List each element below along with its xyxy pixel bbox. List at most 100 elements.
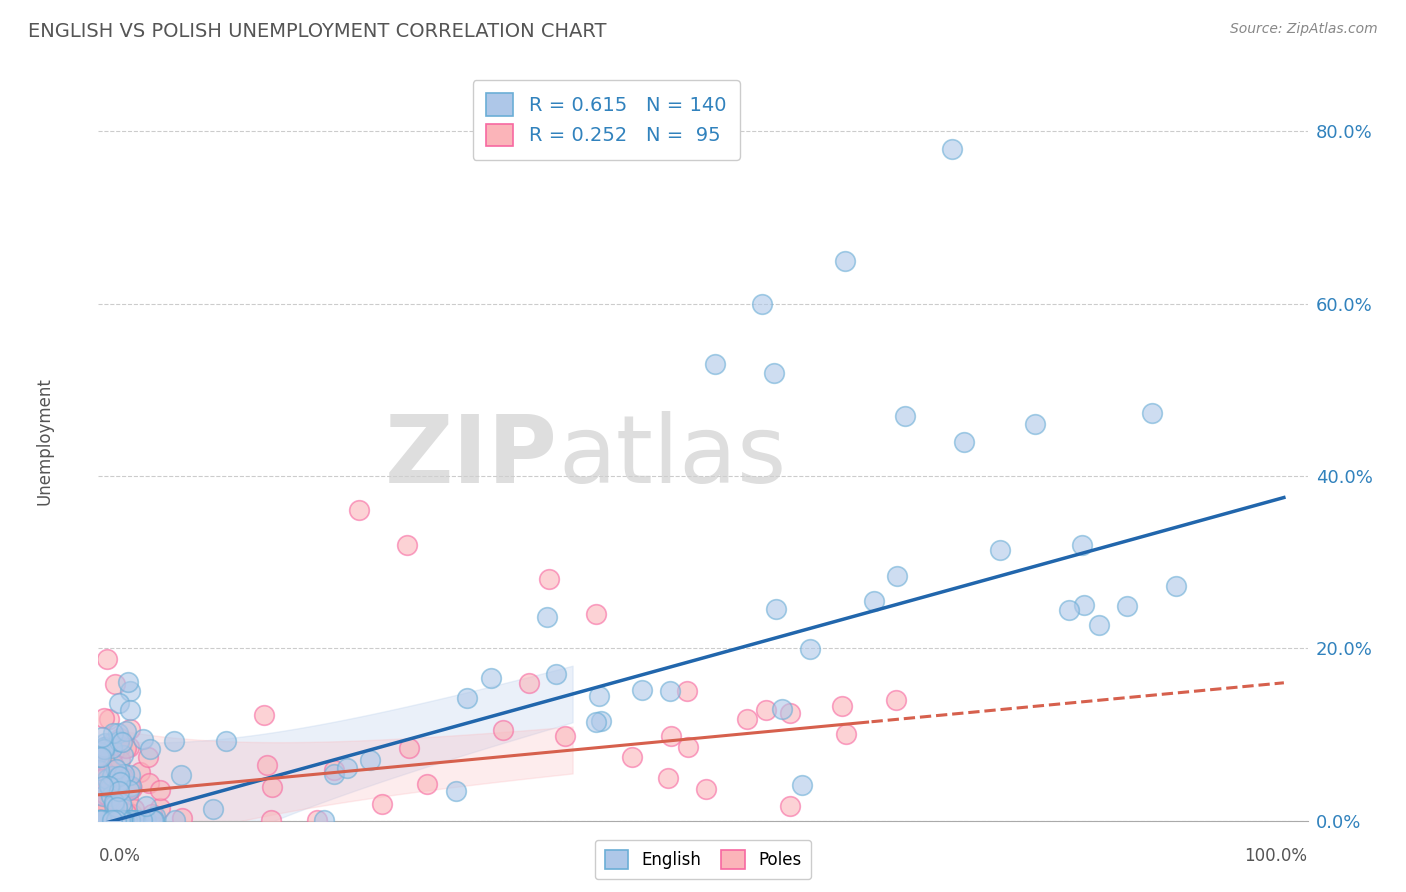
Point <box>163 734 186 748</box>
Point <box>108 782 131 797</box>
Point <box>107 813 129 827</box>
Point <box>90 750 112 764</box>
Point <box>108 773 131 788</box>
Point <box>755 703 778 717</box>
Point <box>118 813 141 827</box>
Point <box>96 813 118 827</box>
Point <box>91 813 114 827</box>
Point <box>884 693 907 707</box>
Point <box>735 713 758 727</box>
Point <box>89 752 111 766</box>
Point <box>253 707 276 722</box>
Point <box>87 813 110 827</box>
Point <box>941 142 963 156</box>
Point <box>779 799 801 814</box>
Point <box>110 813 132 827</box>
Point <box>139 742 162 756</box>
Point <box>87 813 110 827</box>
Point <box>444 784 467 798</box>
Point <box>108 731 131 745</box>
Point <box>111 800 134 814</box>
Point <box>97 774 120 789</box>
Point <box>97 813 120 827</box>
Point <box>120 782 142 797</box>
Point <box>101 726 124 740</box>
Point <box>988 543 1011 558</box>
Point <box>416 777 439 791</box>
Text: ENGLISH VS POLISH UNEMPLOYMENT CORRELATION CHART: ENGLISH VS POLISH UNEMPLOYMENT CORRELATI… <box>28 22 606 41</box>
Point <box>136 750 159 764</box>
Point <box>127 813 149 827</box>
Point <box>695 782 717 797</box>
Point <box>87 813 110 827</box>
Point <box>94 736 117 750</box>
Point <box>554 729 576 743</box>
Point <box>111 813 134 827</box>
Point <box>117 675 139 690</box>
Point <box>110 753 132 767</box>
Point <box>135 799 157 814</box>
Point <box>546 667 568 681</box>
Point <box>135 813 157 827</box>
Point <box>307 813 329 827</box>
Point <box>120 779 142 793</box>
Text: Source: ZipAtlas.com: Source: ZipAtlas.com <box>1230 22 1378 37</box>
Point <box>118 739 141 754</box>
Point <box>108 697 131 711</box>
Point <box>87 763 110 777</box>
Point <box>100 769 122 783</box>
Point <box>112 813 135 827</box>
Point <box>96 813 118 827</box>
Point <box>770 702 793 716</box>
Point <box>90 813 112 827</box>
Point <box>779 706 801 720</box>
Point <box>93 813 115 827</box>
Point <box>89 813 111 827</box>
Point <box>90 813 112 827</box>
Point <box>96 813 118 827</box>
Point <box>103 813 125 827</box>
Point <box>100 736 122 750</box>
Point <box>112 767 135 781</box>
Point <box>89 813 111 827</box>
Point <box>1116 599 1139 613</box>
Point <box>256 758 278 772</box>
Point <box>104 813 127 827</box>
Point <box>659 729 682 743</box>
Point <box>621 749 644 764</box>
Point <box>1024 417 1046 432</box>
Point <box>121 807 143 822</box>
Point <box>108 813 131 827</box>
Point <box>118 813 141 827</box>
Point <box>111 813 134 827</box>
Point <box>105 813 128 827</box>
Point <box>90 807 112 822</box>
Point <box>492 723 515 738</box>
Point <box>91 789 114 803</box>
Point <box>90 813 112 827</box>
Point <box>96 813 118 827</box>
Point <box>107 734 129 748</box>
Point <box>1166 579 1188 593</box>
Point <box>101 813 124 827</box>
Point <box>110 797 132 811</box>
Point <box>1073 599 1095 613</box>
Text: atlas: atlas <box>558 410 786 503</box>
Point <box>893 409 915 423</box>
Point <box>108 769 131 783</box>
Point <box>104 778 127 792</box>
Point <box>120 684 142 698</box>
Point <box>398 741 420 756</box>
Point <box>100 813 122 827</box>
Point <box>118 813 141 827</box>
Point <box>93 739 115 754</box>
Point <box>107 725 129 739</box>
Point <box>108 739 131 754</box>
Point <box>675 684 697 698</box>
Point <box>110 775 132 789</box>
Point <box>952 434 974 449</box>
Point <box>114 802 136 816</box>
Point <box>97 779 120 793</box>
Point <box>96 767 118 781</box>
Point <box>336 761 359 775</box>
